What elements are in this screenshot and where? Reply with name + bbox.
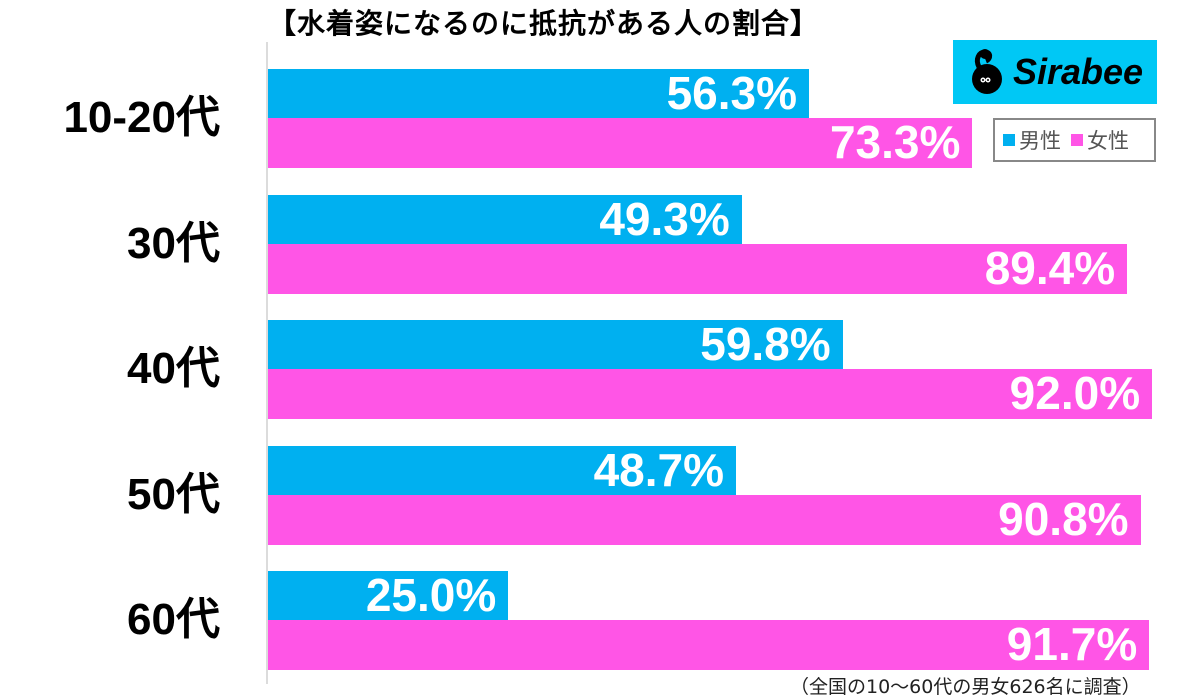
legend: 男性 女性 [993, 118, 1156, 162]
legend-label-male: 男性 [1019, 129, 1061, 153]
sirabee-mascot-icon [971, 49, 1002, 94]
category-label: 30代 [127, 218, 220, 268]
bar-value-label: 92.0% [1009, 367, 1141, 419]
bar-female: 90.8% [268, 492, 1141, 545]
bar-male: 56.3% [268, 67, 810, 119]
bar-value-label: 73.3% [829, 116, 961, 168]
bar-male: 25.0% [268, 569, 509, 621]
bar-value-label: 56.3% [666, 67, 798, 119]
brand-name: Sirabee [1012, 51, 1144, 92]
bar-value-label: 48.7% [593, 443, 724, 496]
bar-female: 92.0% [268, 367, 1153, 419]
bar-male: 48.7% [268, 443, 736, 496]
category-label: 50代 [127, 469, 220, 519]
bar-female: 73.3% [268, 116, 973, 168]
survey-note: （全国の10〜60代の男女626名に調査） [790, 676, 1141, 698]
bar-female: 89.4% [268, 241, 1128, 294]
bar-female: 91.7% [268, 618, 1150, 670]
bar-value-label: 59.8% [700, 318, 831, 370]
bar-value-label: 25.0% [365, 569, 497, 621]
female-swatch-icon [1071, 134, 1083, 146]
chart-title: 【水着姿になるのに抵抗がある人の割合】 [268, 7, 820, 40]
bar-value-label: 90.8% [998, 492, 1129, 545]
male-swatch-icon [1003, 134, 1015, 146]
category-label: 60代 [127, 595, 220, 644]
category-label: 40代 [127, 344, 220, 393]
legend-item-female: 女性 [1071, 125, 1129, 155]
bar-male: 49.3% [268, 192, 742, 245]
bar-value-label: 91.7% [1006, 618, 1138, 670]
y-axis-line [266, 42, 268, 684]
legend-item-male: 男性 [1003, 125, 1061, 155]
category-label: 10-20代 [63, 93, 220, 142]
bar-value-label: 89.4% [984, 241, 1116, 294]
bar-male: 59.8% [268, 318, 843, 370]
legend-label-female: 女性 [1087, 129, 1129, 153]
sirabee-logo: Sirabee [953, 40, 1157, 104]
bar-value-label: 49.3% [599, 192, 730, 245]
